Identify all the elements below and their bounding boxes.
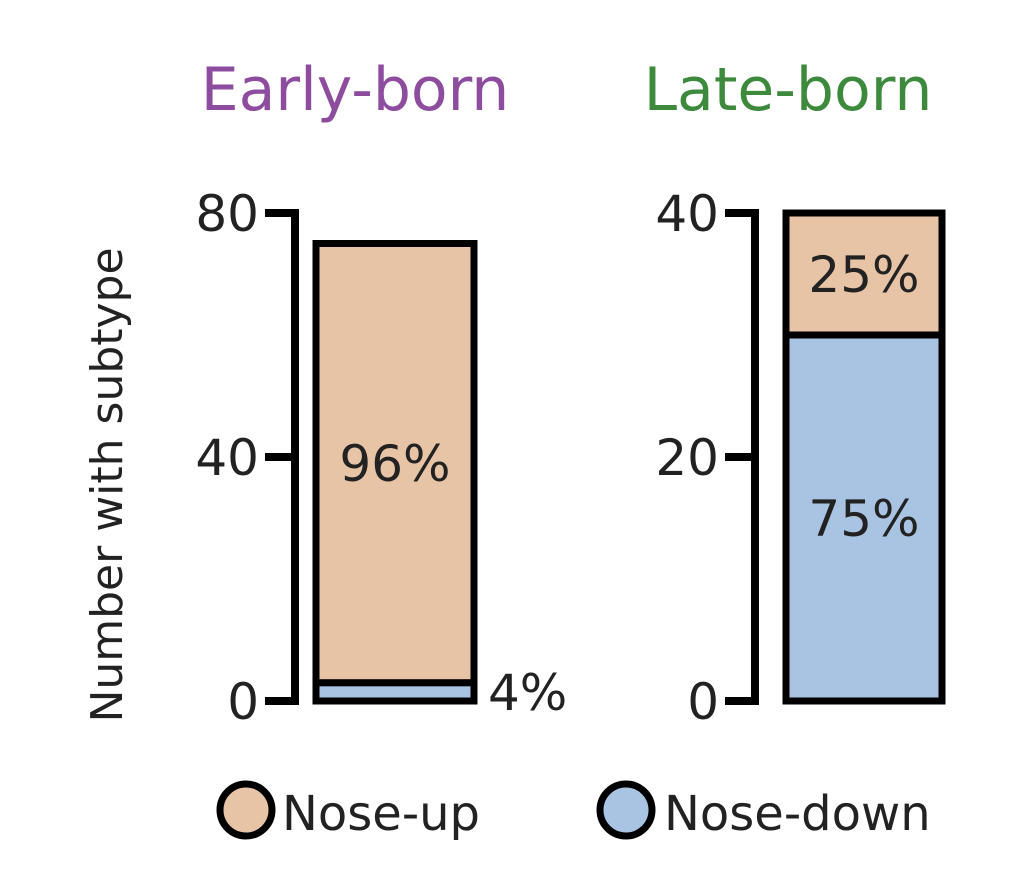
panel-late-born: Late-born 0 20 40 75% 25% bbox=[644, 55, 946, 731]
stacked-bar: 4% 96% bbox=[312, 240, 567, 722]
legend-swatch-nose-up bbox=[216, 780, 276, 840]
legend-swatch-nose-down bbox=[596, 780, 656, 840]
y-tick-label: 40 bbox=[655, 185, 719, 243]
bar-label-nose-down: 4% bbox=[488, 664, 567, 722]
bar-segment-nose-up bbox=[312, 240, 478, 687]
panel-title: Early-born bbox=[201, 55, 510, 125]
y-tick-label: 0 bbox=[227, 673, 259, 731]
panel-early-born: Early-born 0 40 80 4% 96% bbox=[195, 55, 567, 731]
y-axis: 0 20 40 bbox=[655, 185, 759, 731]
stacked-bar: 75% 25% bbox=[782, 209, 946, 705]
legend-label-nose-up: Nose-up bbox=[282, 786, 480, 842]
bar-segment-nose-down bbox=[782, 331, 946, 705]
y-axis-title: Number with subtype bbox=[82, 247, 133, 722]
y-tick-label: 80 bbox=[195, 185, 259, 243]
bar-label-nose-down: 75% bbox=[808, 490, 919, 548]
legend: Nose-up Nose-down bbox=[216, 780, 931, 842]
bar-label-nose-up: 96% bbox=[339, 435, 450, 493]
panel-title: Late-born bbox=[644, 55, 933, 125]
y-tick-label: 0 bbox=[687, 673, 719, 731]
bar-label-nose-up: 25% bbox=[808, 246, 919, 304]
y-tick-label: 20 bbox=[655, 429, 719, 487]
legend-label-nose-down: Nose-down bbox=[664, 786, 931, 842]
bar-segment-nose-up bbox=[782, 209, 946, 339]
y-tick-label: 40 bbox=[195, 429, 259, 487]
y-axis: 0 40 80 bbox=[195, 185, 299, 731]
legend-item-nose-up: Nose-up bbox=[216, 780, 480, 842]
legend-item-nose-down: Nose-down bbox=[596, 780, 931, 842]
